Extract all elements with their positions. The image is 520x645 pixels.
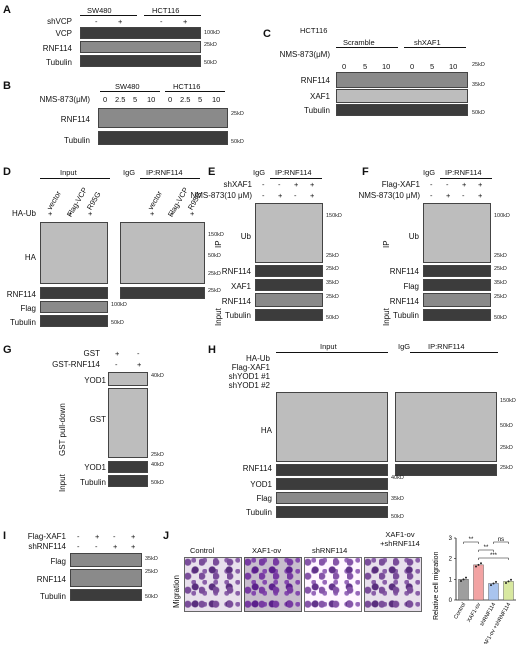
panel-letter-e: E [208, 166, 216, 178]
significance-bracket [463, 541, 479, 544]
blot-band [40, 315, 108, 327]
blot-band [40, 222, 108, 284]
blot-band [120, 287, 205, 299]
data-point [460, 579, 462, 582]
bar [503, 581, 514, 601]
migration-bar-chart: Relative cell migration 0 1 2 3 Control XAF1-… [433, 536, 516, 644]
migration-image [304, 557, 362, 612]
row-label: Tubulin [46, 58, 72, 67]
blot-band [336, 104, 468, 116]
blot-band [423, 279, 491, 291]
data-point [480, 562, 482, 565]
y-tick-label: 1 [449, 577, 453, 583]
y-axis-label: Relative cell migration [433, 551, 440, 620]
data-point [475, 565, 477, 568]
blot-band [98, 108, 228, 128]
data-point [462, 578, 465, 581]
blot-band [276, 464, 388, 476]
blot-band [395, 464, 497, 476]
blot-band [80, 55, 201, 67]
blot-band [336, 72, 468, 88]
significance-label: *** [490, 553, 498, 559]
group-label: SW480 [87, 6, 112, 15]
blot-band [70, 553, 142, 567]
significance-bracket [478, 549, 494, 552]
data-point [510, 578, 512, 581]
blot-band [70, 589, 142, 601]
panel-letter-d: D [3, 166, 11, 178]
blot-band [70, 569, 142, 587]
panel-letter-c: C [263, 28, 271, 40]
blot-band [255, 203, 323, 263]
bar [473, 564, 484, 601]
blot-band [40, 287, 108, 299]
row-label: VCP [55, 29, 72, 38]
data-point [505, 582, 507, 585]
data-point [477, 563, 480, 566]
bar [488, 583, 499, 601]
blot-band [255, 265, 323, 277]
bar [458, 579, 469, 601]
blot-band [336, 89, 468, 103]
migration-image [364, 557, 422, 612]
migration-image [244, 557, 302, 612]
significance-label: ** [469, 537, 474, 543]
blot-band [108, 388, 148, 458]
panel-letter-b: B [3, 80, 11, 92]
significance-label: ns [498, 537, 504, 543]
panel-letter-g: G [3, 344, 12, 356]
y-tick-label: 2 [449, 557, 453, 563]
panel-letter-i: I [3, 530, 7, 542]
x-tick-label: XAF1-ov [466, 602, 482, 624]
blot-band [40, 301, 108, 313]
blot-band [108, 372, 148, 386]
blot-band [255, 279, 323, 291]
significance-bracket [493, 541, 509, 544]
blot-band [120, 222, 205, 284]
row-label: shVCP [47, 17, 72, 26]
row-label: RNF114 [42, 44, 72, 53]
data-point [495, 580, 497, 583]
data-point [490, 584, 492, 587]
blot-band [276, 492, 388, 504]
blot-band [108, 461, 148, 473]
blot-band [255, 309, 323, 321]
panel-letter-h: H [208, 344, 216, 356]
y-tick-label: 3 [449, 536, 453, 542]
blot-band [80, 41, 201, 53]
panel-letter-j: J [163, 530, 170, 542]
data-point [492, 582, 495, 585]
migration-image [184, 557, 242, 612]
panel-letter-a: A [3, 4, 11, 16]
blot-band [423, 203, 491, 263]
blot-band [423, 265, 491, 277]
y-tick-label: 0 [449, 598, 453, 604]
blot-band [108, 475, 148, 487]
panel-letter-f: F [362, 166, 369, 178]
blot-band [98, 131, 228, 145]
blot-band [395, 392, 497, 462]
significance-bracket [478, 557, 509, 560]
blot-band [255, 293, 323, 307]
blot-band [423, 293, 491, 307]
blot-band [276, 506, 388, 518]
x-tick-label: Control [453, 602, 467, 620]
blot-band [276, 478, 388, 490]
blot-band [80, 27, 201, 39]
significance-label: ** [484, 545, 489, 551]
data-point [465, 576, 467, 579]
blot-band [423, 309, 491, 321]
data-point [507, 580, 510, 583]
group-label: HCT116 [152, 6, 180, 15]
blot-band [276, 392, 388, 462]
